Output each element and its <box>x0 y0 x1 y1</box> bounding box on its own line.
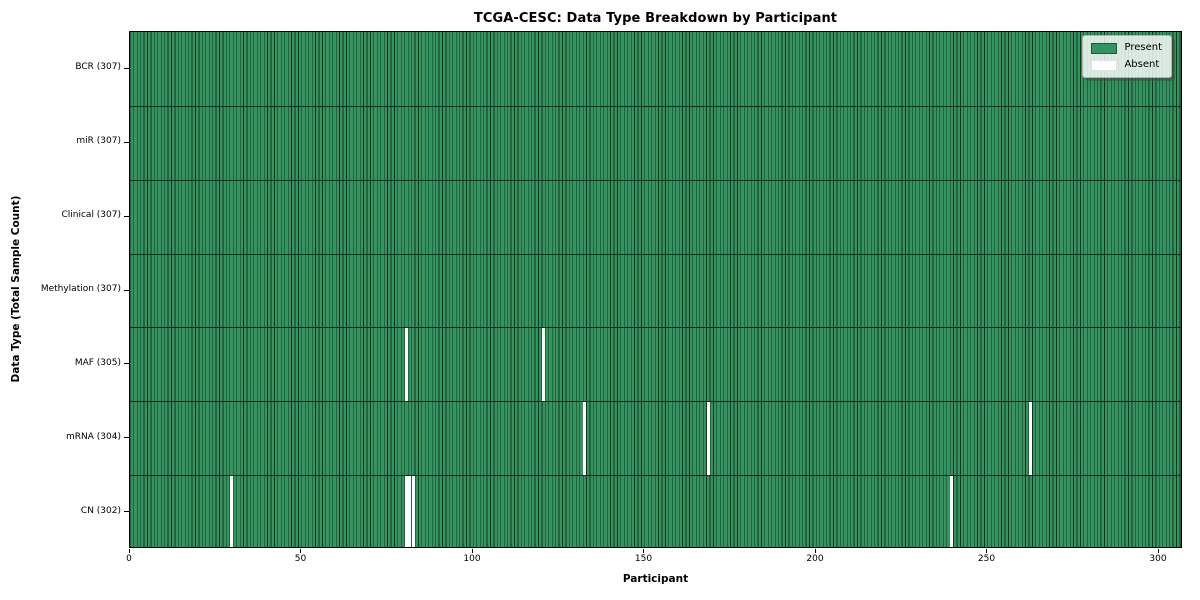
heatmap-row-BCR <box>130 32 1181 106</box>
absent-cell-CN-80 <box>404 476 408 547</box>
y-tick-mark <box>124 141 129 143</box>
x-tick-label-150: 150 <box>634 554 653 564</box>
y-tick-mark <box>124 289 129 291</box>
legend: Present Absent <box>1082 35 1172 78</box>
absent-cell-CN-82 <box>411 476 415 547</box>
x-tick-label-200: 200 <box>806 554 824 564</box>
y-tick-label-BCR: BCR (307) <box>75 62 121 73</box>
x-tick-mark <box>986 548 988 553</box>
y-tick-label-Clinical: Clinical (307) <box>61 210 121 221</box>
y-tick-label-MAF: MAF (305) <box>74 357 121 368</box>
present-swatch-icon <box>1091 42 1118 54</box>
absent-swatch-icon <box>1091 59 1118 71</box>
legend-label-absent: Absent <box>1124 59 1160 70</box>
absent-cell-mRNA-262 <box>1029 402 1033 476</box>
absent-cell-CN-81 <box>408 476 412 547</box>
heatmap-row-mRNA <box>130 401 1181 476</box>
absent-cell-MAF-80 <box>404 328 408 402</box>
x-tick-mark <box>471 548 473 553</box>
heatmap-row-MAF <box>130 327 1181 402</box>
y-tick-mark <box>124 363 129 365</box>
x-tick-label-50: 50 <box>294 554 307 564</box>
x-tick-mark <box>129 548 130 553</box>
plot-area: Present Absent <box>129 31 1182 548</box>
legend-item-present: Present <box>1091 42 1162 54</box>
x-tick-mark <box>814 548 816 553</box>
y-tick-mark <box>124 511 129 513</box>
x-tick-label-300: 300 <box>1149 554 1167 564</box>
x-tick-mark <box>643 548 645 553</box>
y-tick-label-mRNA: mRNA (304) <box>66 431 121 442</box>
chart-title: TCGA-CESC: Data Type Breakdown by Partic… <box>473 11 838 26</box>
absent-cell-CN-29 <box>230 476 234 547</box>
x-tick-mark <box>300 548 302 553</box>
heatmap-row-CN <box>130 475 1181 547</box>
absent-cell-mRNA-132 <box>583 402 587 476</box>
x-tick-label-0: 0 <box>126 554 132 564</box>
y-tick-mark <box>124 67 129 69</box>
heatmap-row-Clinical <box>130 179 1181 254</box>
y-tick-label-Methylation: Methylation (307) <box>40 284 121 294</box>
legend-item-absent: Absent <box>1091 59 1162 71</box>
x-tick-mark <box>1157 548 1159 553</box>
absent-cell-mRNA-168 <box>706 402 710 476</box>
x-tick-label-100: 100 <box>463 554 481 564</box>
absent-cell-CN-239 <box>950 476 954 547</box>
absent-cell-MAF-120 <box>542 328 546 402</box>
legend-label-present: Present <box>1124 42 1162 53</box>
heatmap-row-Methylation <box>130 253 1181 328</box>
y-tick-label-CN: CN (302) <box>80 505 121 516</box>
x-tick-label-250: 250 <box>977 554 996 564</box>
y-tick-mark <box>124 437 129 439</box>
y-tick-mark <box>124 215 129 217</box>
x-axis-title: Participant <box>622 573 689 585</box>
heatmap-row-miR <box>130 105 1181 180</box>
y-tick-label-miR: miR (307) <box>76 136 121 147</box>
